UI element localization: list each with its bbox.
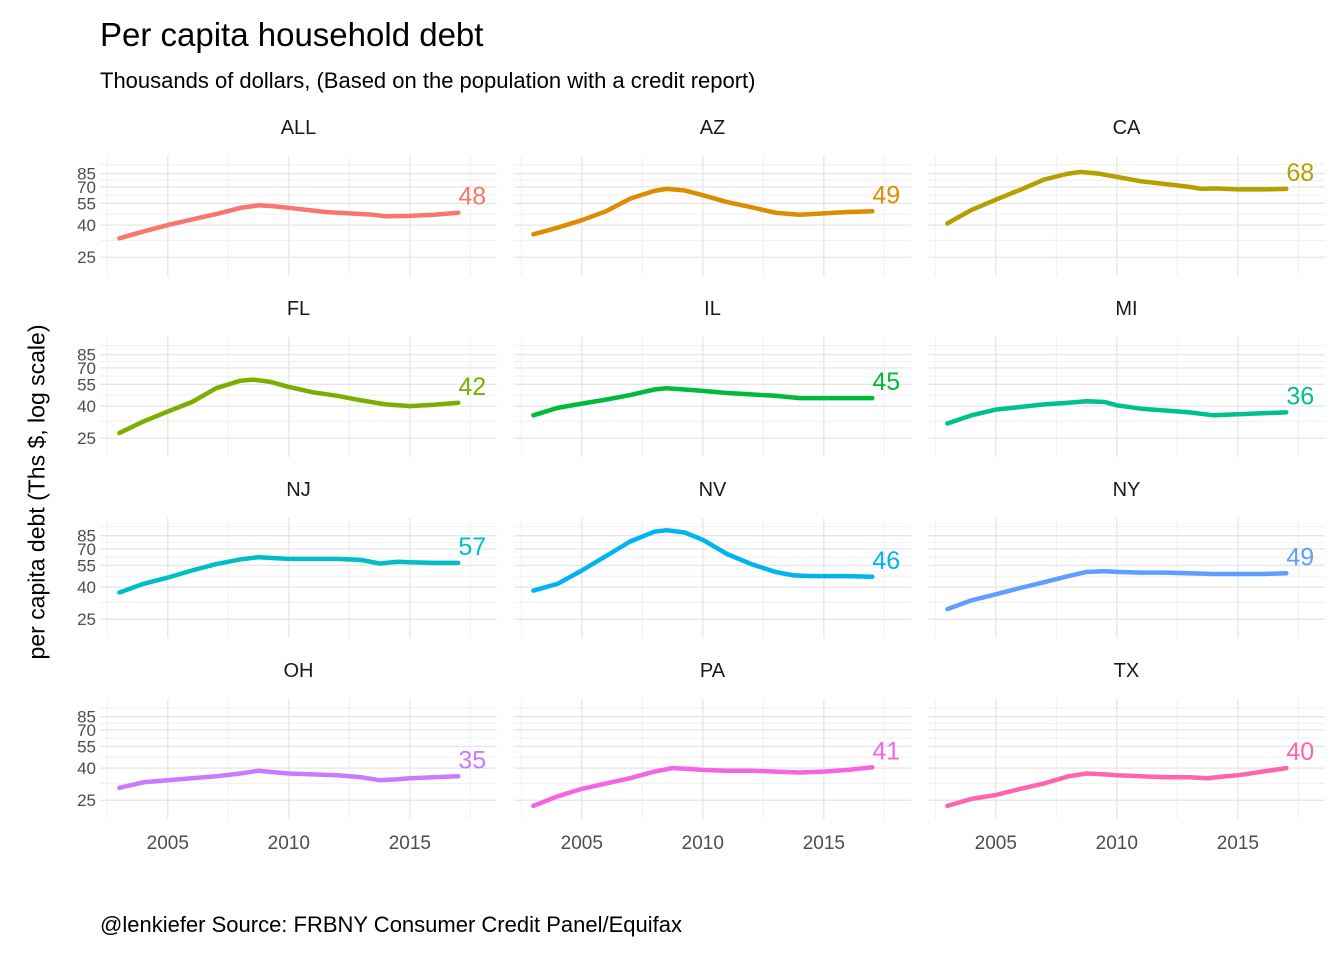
- y-tick-label: 25: [77, 429, 96, 448]
- y-tick-label: 25: [77, 610, 96, 629]
- y-tick-label: 25: [77, 791, 96, 810]
- y-tick-label: 55: [77, 556, 96, 575]
- series-line-all: [117, 203, 461, 241]
- facet-strip-label: CA: [1113, 117, 1141, 139]
- series-line-tx: [945, 765, 1289, 809]
- facet-strip-label: NY: [1113, 479, 1141, 501]
- facet-strip-label: OH: [284, 660, 314, 682]
- series-line-nv: [531, 527, 875, 593]
- end-value-label: 42: [458, 373, 486, 401]
- facet-strip-label: PA: [700, 660, 726, 682]
- series-line-il: [531, 385, 875, 418]
- y-tick-label: 55: [77, 737, 96, 756]
- series-line-az: [531, 186, 875, 237]
- y-tick-label: 70: [77, 540, 96, 559]
- y-tick-label: 70: [77, 359, 96, 378]
- facet-strip-label: NV: [699, 479, 727, 501]
- series-line-fl: [117, 377, 461, 436]
- y-tick-label: 85: [77, 527, 96, 546]
- end-value-label: 35: [458, 746, 486, 774]
- series-line-oh: [117, 768, 461, 791]
- y-tick-label: 85: [77, 165, 96, 184]
- y-tick-label: 55: [77, 375, 96, 394]
- y-tick-label: 40: [77, 578, 96, 597]
- end-value-label: 45: [872, 368, 900, 396]
- facet-strip-label: FL: [287, 298, 310, 320]
- facet-strip-label: ALL: [281, 117, 317, 139]
- chart-title: Per capita household debt: [100, 16, 484, 53]
- y-tick-label: 40: [77, 397, 96, 416]
- x-tick-label: 2005: [561, 833, 603, 854]
- x-tick-label: 2015: [1217, 833, 1259, 854]
- end-value-label: 49: [872, 181, 900, 209]
- facet-strip-label: TX: [1114, 660, 1140, 682]
- x-tick-label: 2010: [268, 833, 310, 854]
- y-tick-label: 40: [77, 216, 96, 235]
- x-tick-label: 2010: [1096, 833, 1138, 854]
- x-tick-label: 2005: [975, 833, 1017, 854]
- end-value-label: 57: [458, 533, 486, 561]
- chart-caption: @lenkiefer Source: FRBNY Consumer Credit…: [100, 912, 682, 937]
- y-tick-label: 40: [77, 759, 96, 778]
- series-line-pa: [531, 765, 875, 809]
- end-value-label: 46: [872, 547, 900, 575]
- end-value-label: 68: [1286, 159, 1314, 187]
- series-line-nj: [117, 554, 461, 595]
- y-tick-label: 70: [77, 178, 96, 197]
- series-line-ny: [945, 568, 1289, 612]
- end-value-label: 41: [872, 737, 900, 765]
- x-tick-label: 2005: [147, 833, 189, 854]
- facet-strip-label: AZ: [700, 117, 726, 139]
- end-value-label: 49: [1286, 543, 1314, 571]
- series-line-ca: [945, 169, 1289, 226]
- chart-subtitle: Thousands of dollars, (Based on the popu…: [100, 68, 756, 93]
- end-value-label: 40: [1286, 738, 1314, 766]
- y-tick-label: 85: [77, 708, 96, 727]
- y-tick-label: 70: [77, 721, 96, 740]
- x-tick-label: 2010: [682, 833, 724, 854]
- x-tick-label: 2015: [803, 833, 845, 854]
- series-line-mi: [945, 398, 1289, 426]
- y-tick-label: 85: [77, 346, 96, 365]
- end-value-label: 36: [1286, 382, 1314, 410]
- facet-strip-label: MI: [1115, 298, 1137, 320]
- y-tick-label: 55: [77, 194, 96, 213]
- end-value-label: 48: [458, 183, 486, 211]
- facet-strip-label: IL: [704, 298, 721, 320]
- facet-strip-label: NJ: [286, 479, 310, 501]
- x-tick-label: 2015: [389, 833, 431, 854]
- y-tick-label: 25: [77, 248, 96, 267]
